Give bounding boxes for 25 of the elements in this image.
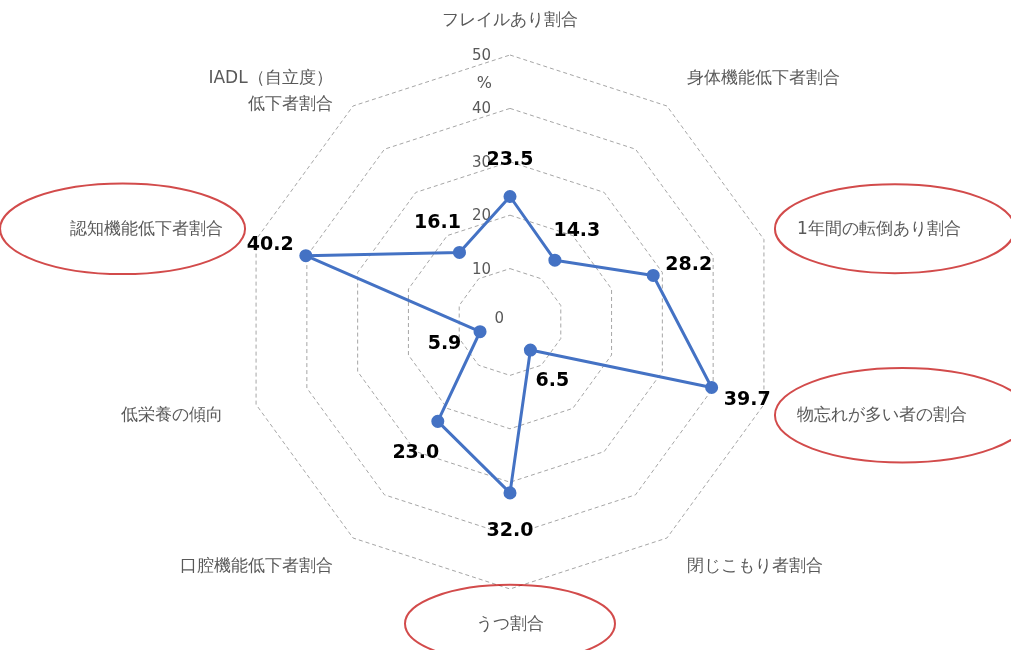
spoke-label: 低栄養の傾向 — [121, 404, 224, 425]
y-tick-label: 20 — [471, 206, 491, 225]
spoke-label: 身体機能低下者割合 — [687, 66, 841, 87]
spoke-label: 1年間の転倒あり割合 — [796, 217, 961, 238]
y-tick-label: 10 — [471, 259, 491, 278]
data-label: 39.7 — [723, 387, 771, 410]
data-label: 28.2 — [665, 251, 713, 274]
data-label: 32.0 — [486, 518, 534, 541]
y-tick-label: 40 — [471, 99, 491, 118]
data-label: 40.2 — [246, 232, 294, 255]
data-label: 16.1 — [414, 210, 461, 233]
spoke-label: 認知機能低下者割合 — [70, 217, 224, 238]
y-tick-label: 0 — [494, 309, 504, 327]
text: % — [476, 73, 492, 92]
spoke-label: IADL（自立度）低下者割合 — [208, 66, 333, 113]
spoke-label: 閉じこもり者割合 — [687, 555, 824, 576]
spoke-label: 口腔機能低下者割合 — [179, 555, 333, 576]
spoke-label: うつ割合 — [476, 612, 544, 633]
data-label: 5.9 — [427, 331, 462, 354]
data-label: 6.5 — [535, 368, 570, 391]
y-tick-label: 50 — [471, 46, 491, 64]
spoke-label: フレイルあり割合 — [442, 9, 578, 30]
spoke-label: 物忘れが多い者の割合 — [796, 404, 967, 425]
data-label: 14.3 — [553, 217, 601, 240]
data-label: 23.0 — [392, 439, 440, 462]
